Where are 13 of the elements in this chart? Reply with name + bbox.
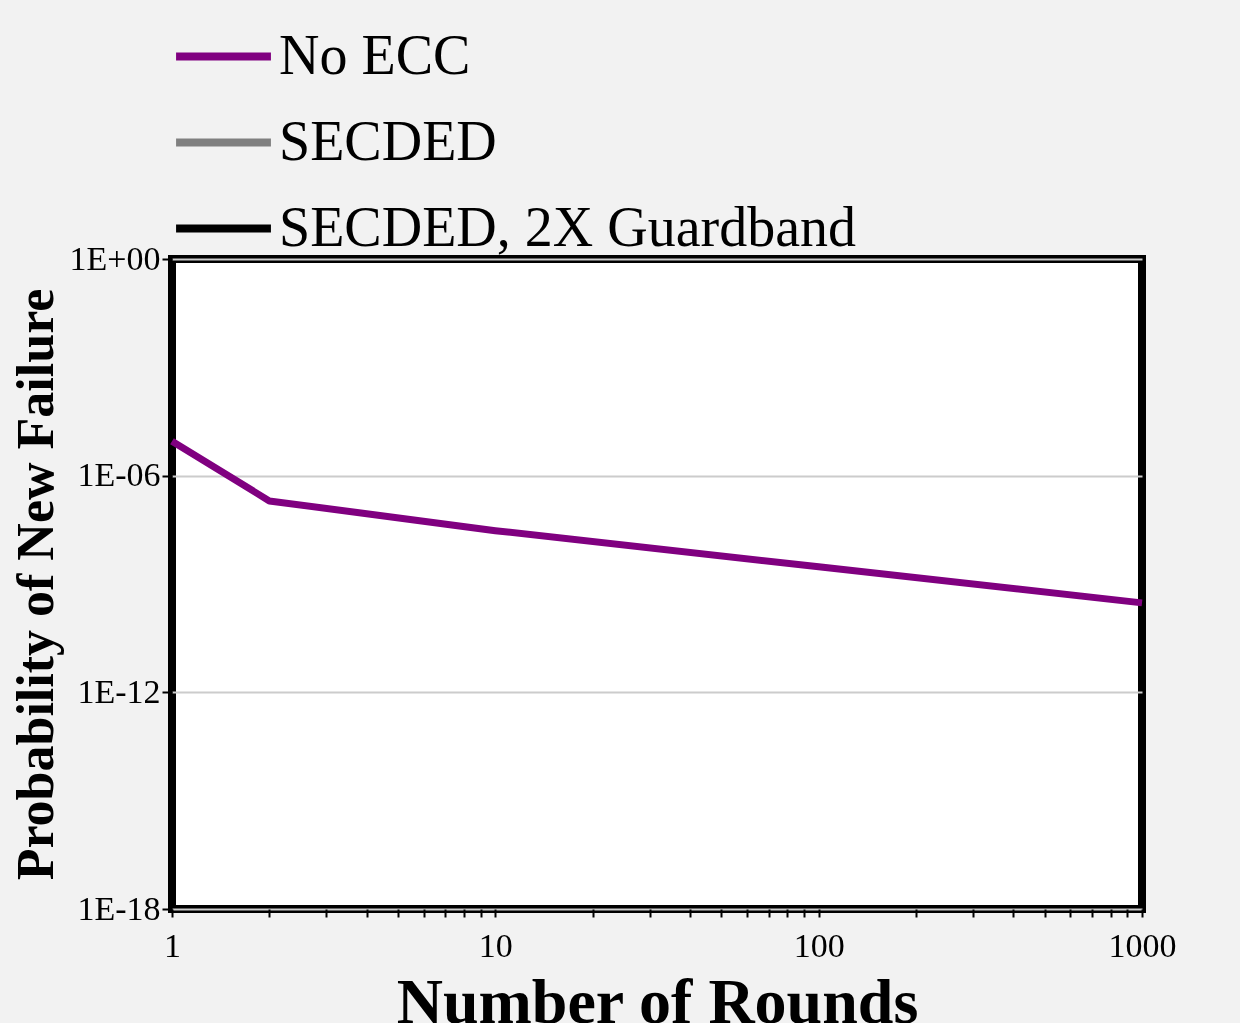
y-tick-label: 1E-06: [77, 456, 161, 494]
x-tick-label: 100: [793, 926, 845, 964]
x-tick-label: 1000: [1108, 926, 1177, 964]
legend-label: SECDED, 2X Guardband: [279, 195, 857, 258]
x-axis-title: Number of Rounds: [396, 965, 919, 1023]
y-tick-label: 1E-18: [77, 889, 161, 927]
y-axis-title: Probability of New Failure: [6, 288, 64, 881]
y-tick-label: 1E-12: [77, 672, 161, 710]
x-tick-label: 10: [478, 926, 513, 964]
y-tick-label: 1E+00: [69, 239, 161, 277]
legend-label: No ECC: [279, 23, 471, 86]
x-tick-label: 1: [164, 926, 181, 964]
legend-label: SECDED: [279, 109, 497, 172]
